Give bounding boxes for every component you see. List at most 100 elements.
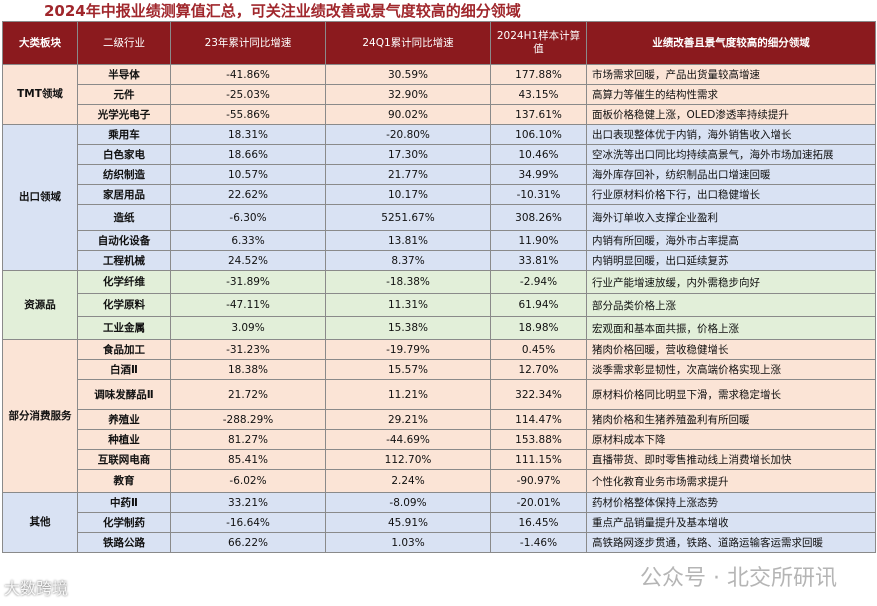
sample-2024h1-cell: -10.31% xyxy=(490,184,587,205)
growth-24q1-cell: 8.37% xyxy=(325,250,491,271)
growth-24q1-cell: 13.81% xyxy=(325,230,491,251)
sample-2024h1-cell: 114.47% xyxy=(490,409,587,430)
category-cell: 其他 xyxy=(2,492,78,553)
table-row: 化学原料 -47.11% 11.31% 61.94% 部分品类价格上涨 xyxy=(3,293,876,317)
growth-2023-cell: 10.57% xyxy=(170,164,326,185)
industry-cell: 乘用车 xyxy=(77,124,171,145)
industry-cell: 纺织制造 xyxy=(77,164,171,185)
description-cell: 行业原材料价格下行，出口稳健增长 xyxy=(586,184,876,205)
description-cell: 出口表现整体优于内销，海外销售收入增长 xyxy=(586,124,876,145)
summary-table: 大类板块 二级行业 23年累计同比增速 24Q1累计同比增速 2024H1样本计… xyxy=(2,21,876,553)
growth-24q1-cell: 15.38% xyxy=(325,316,491,340)
watermark-right: 公众号 · 北交所研讯 xyxy=(640,566,837,591)
industry-cell: 造纸 xyxy=(77,204,171,231)
growth-2023-cell: 24.52% xyxy=(170,250,326,271)
header-category: 大类板块 xyxy=(2,21,78,65)
growth-24q1-cell: 90.02% xyxy=(325,104,491,125)
table-row: 化学制药 -16.64% 45.91% 16.45% 重点产品销量提升及基本增收 xyxy=(3,512,876,533)
sample-2024h1-cell: 111.15% xyxy=(490,449,587,470)
table-row: 元件 -25.03% 32.90% 43.15% 高算力等催生的结构性需求 xyxy=(3,84,876,105)
growth-24q1-cell: -19.79% xyxy=(325,339,491,360)
growth-24q1-cell: 17.30% xyxy=(325,144,491,165)
header-industry: 二级行业 xyxy=(77,21,171,65)
category-cell: 资源品 xyxy=(2,270,78,340)
category-cell: 出口领域 xyxy=(2,124,78,271)
industry-cell: 自动化设备 xyxy=(77,230,171,251)
table-row: 纺织制造 10.57% 21.77% 34.99% 海外库存回补，纺织制品出口增速回暖 xyxy=(3,164,876,185)
description-cell: 猪肉价格回暖，营收稳健增长 xyxy=(586,339,876,360)
sample-2024h1-cell: 11.90% xyxy=(490,230,587,251)
description-cell: 宏观面和基本面共振，价格上涨 xyxy=(586,316,876,340)
industry-cell: 调味发酵品Ⅱ xyxy=(77,379,171,410)
table-row: 资源品 化学纤维 -31.89% -18.38% -2.94% 行业产能增速放缓，内外需稳… xyxy=(2,270,876,340)
industry-cell: 半导体 xyxy=(77,64,171,85)
description-cell: 原材料成本下降 xyxy=(586,429,876,450)
industry-cell: 养殖业 xyxy=(77,409,171,430)
industry-cell: 教育 xyxy=(77,469,171,493)
sample-2024h1-cell: 33.81% xyxy=(490,250,587,271)
sample-2024h1-cell: 322.34% xyxy=(490,379,587,410)
growth-2023-cell: -41.86% xyxy=(170,64,326,85)
industry-cell: 食品加工 xyxy=(77,339,171,360)
sample-2024h1-cell: 18.98% xyxy=(490,316,587,340)
description-cell: 猪肉价格和生猪养殖盈利有所回暖 xyxy=(586,409,876,430)
sample-2024h1-cell: 34.99% xyxy=(490,164,587,185)
industry-cell: 白色家电 xyxy=(77,144,171,165)
header-col2: 24Q1累计同比增速 xyxy=(325,21,491,65)
growth-24q1-cell: 32.90% xyxy=(325,84,491,105)
table-header-row: 大类板块 二级行业 23年累计同比增速 24Q1累计同比增速 2024H1样本计… xyxy=(2,21,876,65)
table-row: 家居用品 22.62% 10.17% -10.31% 行业原材料价格下行，出口稳健增长 xyxy=(3,184,876,205)
description-cell: 淡季需求彰显韧性，次高端价格实现上涨 xyxy=(586,359,876,380)
description-cell: 部分品类价格上涨 xyxy=(586,293,876,317)
growth-24q1-cell: 10.17% xyxy=(325,184,491,205)
description-cell: 内销有所回暖，海外市占率提高 xyxy=(586,230,876,251)
sample-2024h1-cell: -20.01% xyxy=(490,492,587,513)
table-row: 其他 中药Ⅱ 33.21% -8.09% -20.01% 药材价格整体保持上涨态势 xyxy=(2,492,876,553)
sample-2024h1-cell: 308.26% xyxy=(490,204,587,231)
growth-24q1-cell: 11.21% xyxy=(325,379,491,410)
growth-24q1-cell: 21.77% xyxy=(325,164,491,185)
header-col3: 2024H1样本计算值 xyxy=(490,21,587,65)
table-row: 白酒Ⅱ 18.38% 15.57% 12.70% 淡季需求彰显韧性，次高端价格实现上涨 xyxy=(3,359,876,380)
table-row: 铁路公路 66.22% 1.03% -1.46% 高铁路网逐步贯通，铁路、道路运输客运需… xyxy=(3,532,876,553)
sample-2024h1-cell: 61.94% xyxy=(490,293,587,317)
industry-cell: 家居用品 xyxy=(77,184,171,205)
growth-2023-cell: 18.31% xyxy=(170,124,326,145)
table-row: 互联网电商 85.41% 112.70% 111.15% 直播带货、即时零售推动线上消费… xyxy=(3,449,876,470)
growth-2023-cell: 18.38% xyxy=(170,359,326,380)
growth-24q1-cell: 29.21% xyxy=(325,409,491,430)
description-cell: 市场需求回暖，产品出货量较高增速 xyxy=(586,64,876,85)
growth-24q1-cell: 2.24% xyxy=(325,469,491,493)
category-cell: 部分消费服务 xyxy=(2,339,78,493)
growth-24q1-cell: 11.31% xyxy=(325,293,491,317)
description-cell: 空冰洗等出口同比均持续高景气，海外市场加速拓展 xyxy=(586,144,876,165)
industry-cell: 化学纤维 xyxy=(77,270,171,294)
growth-24q1-cell: -20.80% xyxy=(325,124,491,145)
description-cell: 高算力等催生的结构性需求 xyxy=(586,84,876,105)
description-cell: 高铁路网逐步贯通，铁路、道路运输客运需求回暖 xyxy=(586,532,876,553)
industry-cell: 化学原料 xyxy=(77,293,171,317)
header-col1: 23年累计同比增速 xyxy=(170,21,326,65)
sample-2024h1-cell: 137.61% xyxy=(490,104,587,125)
table-row: 养殖业 -288.29% 29.21% 114.47% 猪肉价格和生猪养殖盈利有所回暖 xyxy=(3,409,876,430)
growth-2023-cell: 66.22% xyxy=(170,532,326,553)
industry-cell: 光学光电子 xyxy=(77,104,171,125)
table-body: TMT领域 半导体 -41.86% 30.59% 177.88% 市场需求回暖，产品出货量… xyxy=(2,64,876,553)
growth-2023-cell: 85.41% xyxy=(170,449,326,470)
growth-24q1-cell: -44.69% xyxy=(325,429,491,450)
growth-2023-cell: -6.30% xyxy=(170,204,326,231)
industry-cell: 白酒Ⅱ xyxy=(77,359,171,380)
growth-24q1-cell: -18.38% xyxy=(325,270,491,294)
sample-2024h1-cell: -90.97% xyxy=(490,469,587,493)
growth-2023-cell: 18.66% xyxy=(170,144,326,165)
sample-2024h1-cell: 0.45% xyxy=(490,339,587,360)
header-desc: 业绩改善且景气度较高的细分领域 xyxy=(586,21,876,65)
watermark-left: 大数跨境 xyxy=(4,579,69,598)
category-cell: TMT领域 xyxy=(2,64,78,125)
table-row: 光学光电子 -55.86% 90.02% 137.61% 面板价格稳健上涨，OLED渗透… xyxy=(3,104,876,125)
growth-2023-cell: -16.64% xyxy=(170,512,326,533)
description-cell: 重点产品销量提升及基本增收 xyxy=(586,512,876,533)
growth-2023-cell: -31.23% xyxy=(170,339,326,360)
growth-2023-cell: -6.02% xyxy=(170,469,326,493)
description-cell: 海外订单收入支撑企业盈利 xyxy=(586,204,876,231)
